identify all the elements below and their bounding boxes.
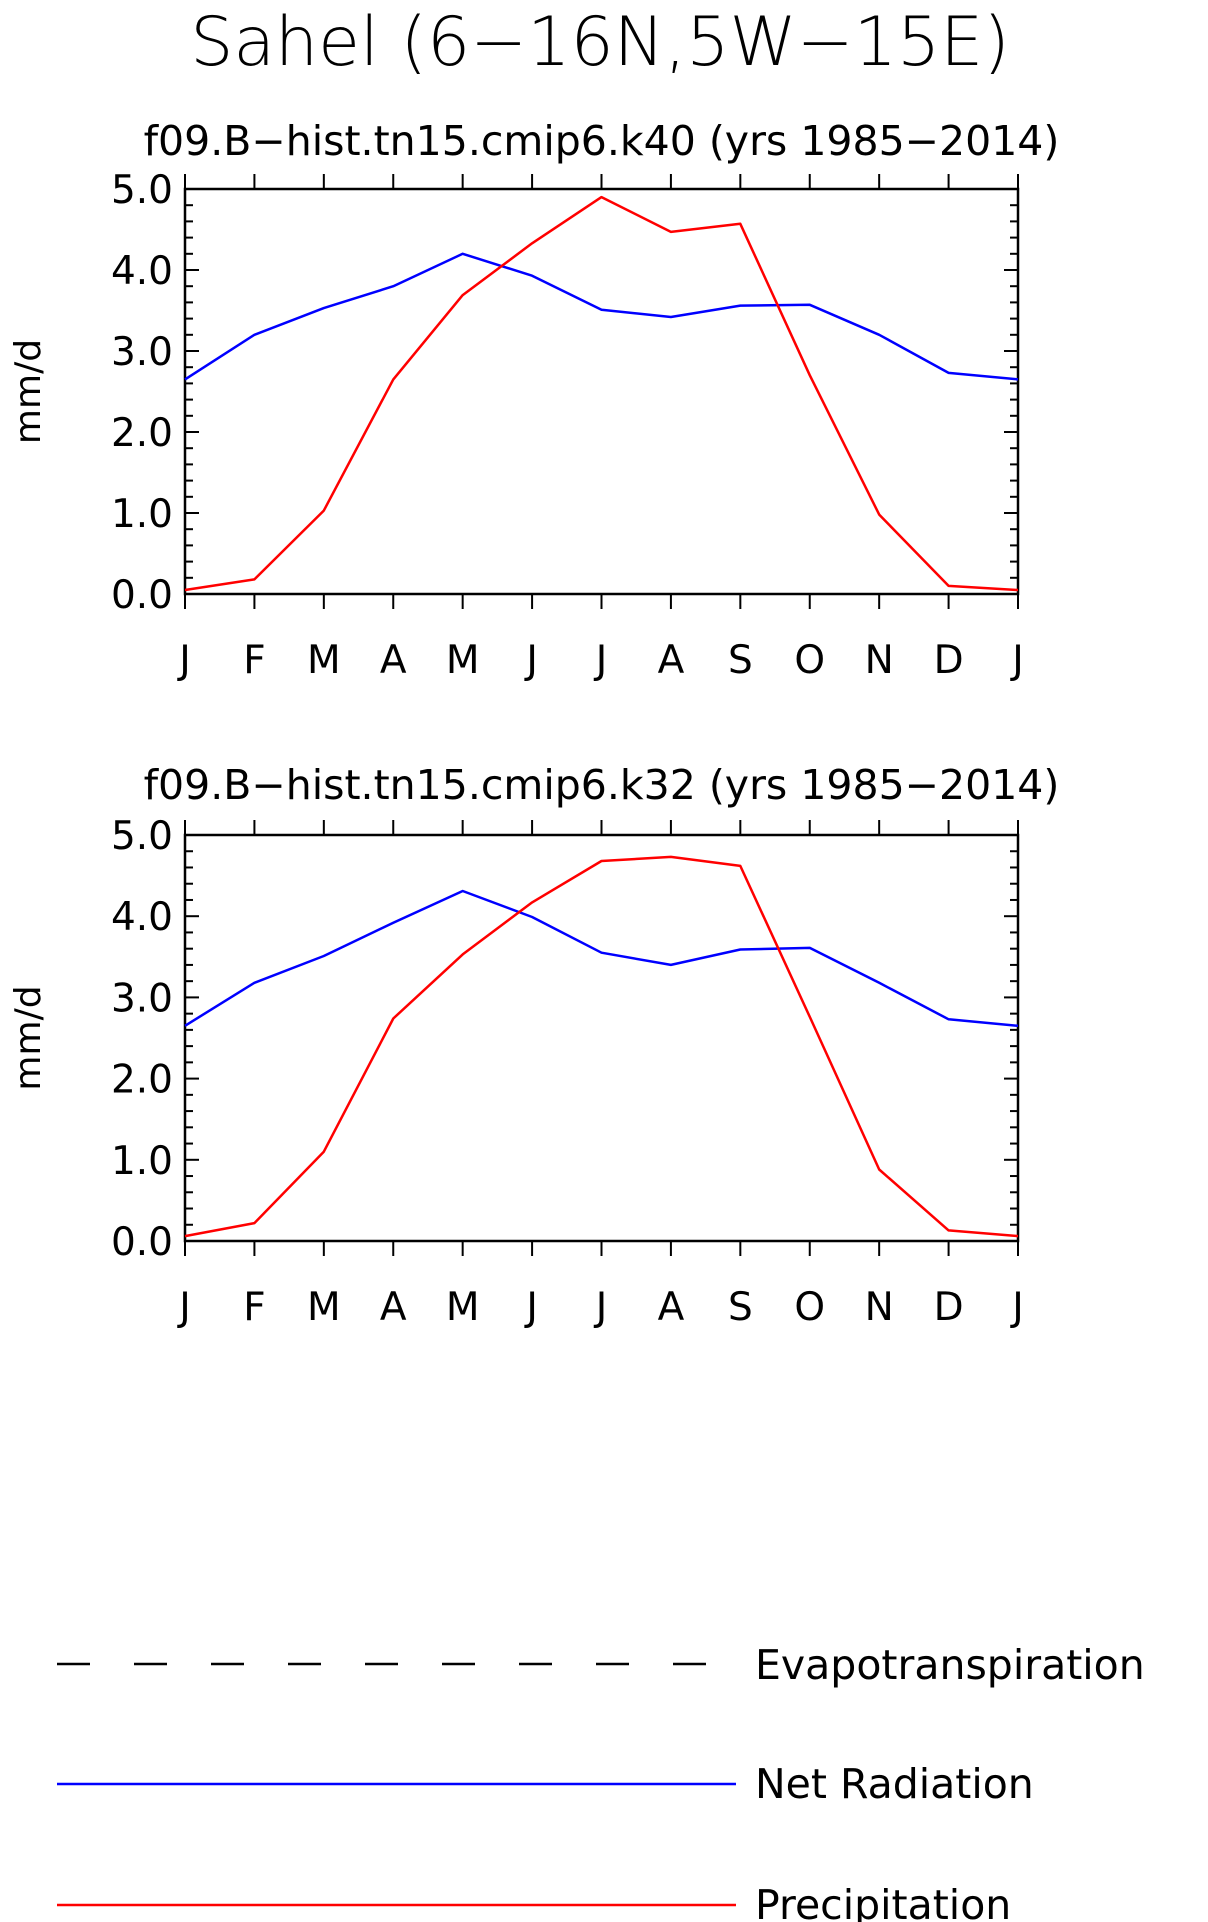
y-tick-label: 5.0: [111, 168, 173, 213]
x-tick-label: A: [380, 1285, 407, 1330]
x-tick-label: J: [523, 638, 538, 683]
x-tick-label: D: [934, 638, 964, 683]
x-tick-label: O: [794, 638, 825, 683]
main-title: Sahel (6−16N,5W−15E): [190, 3, 1010, 82]
x-tick-label: J: [176, 638, 191, 683]
plot-frame: [183, 187, 1020, 596]
x-tick-label: M: [446, 638, 480, 683]
panel-top: f09.B−hist.tn15.cmip6.k40 (yrs 1985−2014…: [8, 117, 1059, 683]
x-tick-label: A: [658, 638, 685, 683]
x-tick-label: N: [865, 1285, 894, 1330]
y-axis-label: mm/d: [8, 339, 49, 444]
x-tick-label: D: [934, 1285, 964, 1330]
y-tick-label: 3.0: [111, 330, 173, 375]
x-tick-label: F: [243, 638, 265, 683]
y-tick-label: 0.0: [111, 1220, 173, 1265]
x-tick-label: S: [728, 1285, 753, 1330]
x-tick-label: J: [1009, 638, 1024, 683]
series-line-precipitation: [184, 855, 1019, 1238]
x-tick-label: J: [593, 638, 608, 683]
legend-net-radiation-label: Net Radiation: [755, 1760, 1034, 1808]
panel-title: f09.B−hist.tn15.cmip6.k40 (yrs 1985−2014…: [144, 117, 1060, 165]
x-tick-label: F: [243, 1285, 265, 1330]
series-line-precipitation: [184, 195, 1019, 592]
y-tick-label: 0.0: [111, 573, 173, 618]
y-tick-label: 4.0: [111, 895, 173, 940]
y-tick-label: 4.0: [111, 249, 173, 294]
x-tick-label: M: [307, 1285, 341, 1330]
legend-precipitation-label: Precipitation: [755, 1881, 1011, 1922]
y-tick-label: 3.0: [111, 976, 173, 1021]
legend-evapotranspiration-label: Evapotranspiration: [755, 1641, 1145, 1689]
panel-bottom: f09.B−hist.tn15.cmip6.k32 (yrs 1985−2014…: [8, 761, 1059, 1330]
panel-title: f09.B−hist.tn15.cmip6.k32 (yrs 1985−2014…: [144, 761, 1060, 809]
y-tick-label: 2.0: [111, 411, 173, 456]
y-axis-label: mm/d: [8, 985, 49, 1090]
x-tick-label: J: [593, 1285, 608, 1330]
y-tick-label: 2.0: [111, 1058, 173, 1103]
x-tick-label: O: [794, 1285, 825, 1330]
series-line-net-radiation: [184, 252, 1019, 381]
x-tick-label: N: [865, 638, 894, 683]
legend: Evapotranspiration Net Radiation Precipi…: [57, 1641, 1145, 1922]
x-tick-label: J: [523, 1285, 538, 1330]
y-tick-label: 5.0: [111, 814, 173, 859]
y-tick-label: 1.0: [111, 1139, 173, 1184]
x-tick-label: M: [446, 1285, 480, 1330]
y-tick-label: 1.0: [111, 492, 173, 537]
x-tick-label: J: [176, 1285, 191, 1330]
x-tick-label: M: [307, 638, 341, 683]
x-tick-label: S: [728, 638, 753, 683]
series-line-net-radiation: [184, 889, 1019, 1028]
x-tick-label: J: [1009, 1285, 1024, 1330]
x-tick-label: A: [380, 638, 407, 683]
x-tick-label: A: [658, 1285, 685, 1330]
